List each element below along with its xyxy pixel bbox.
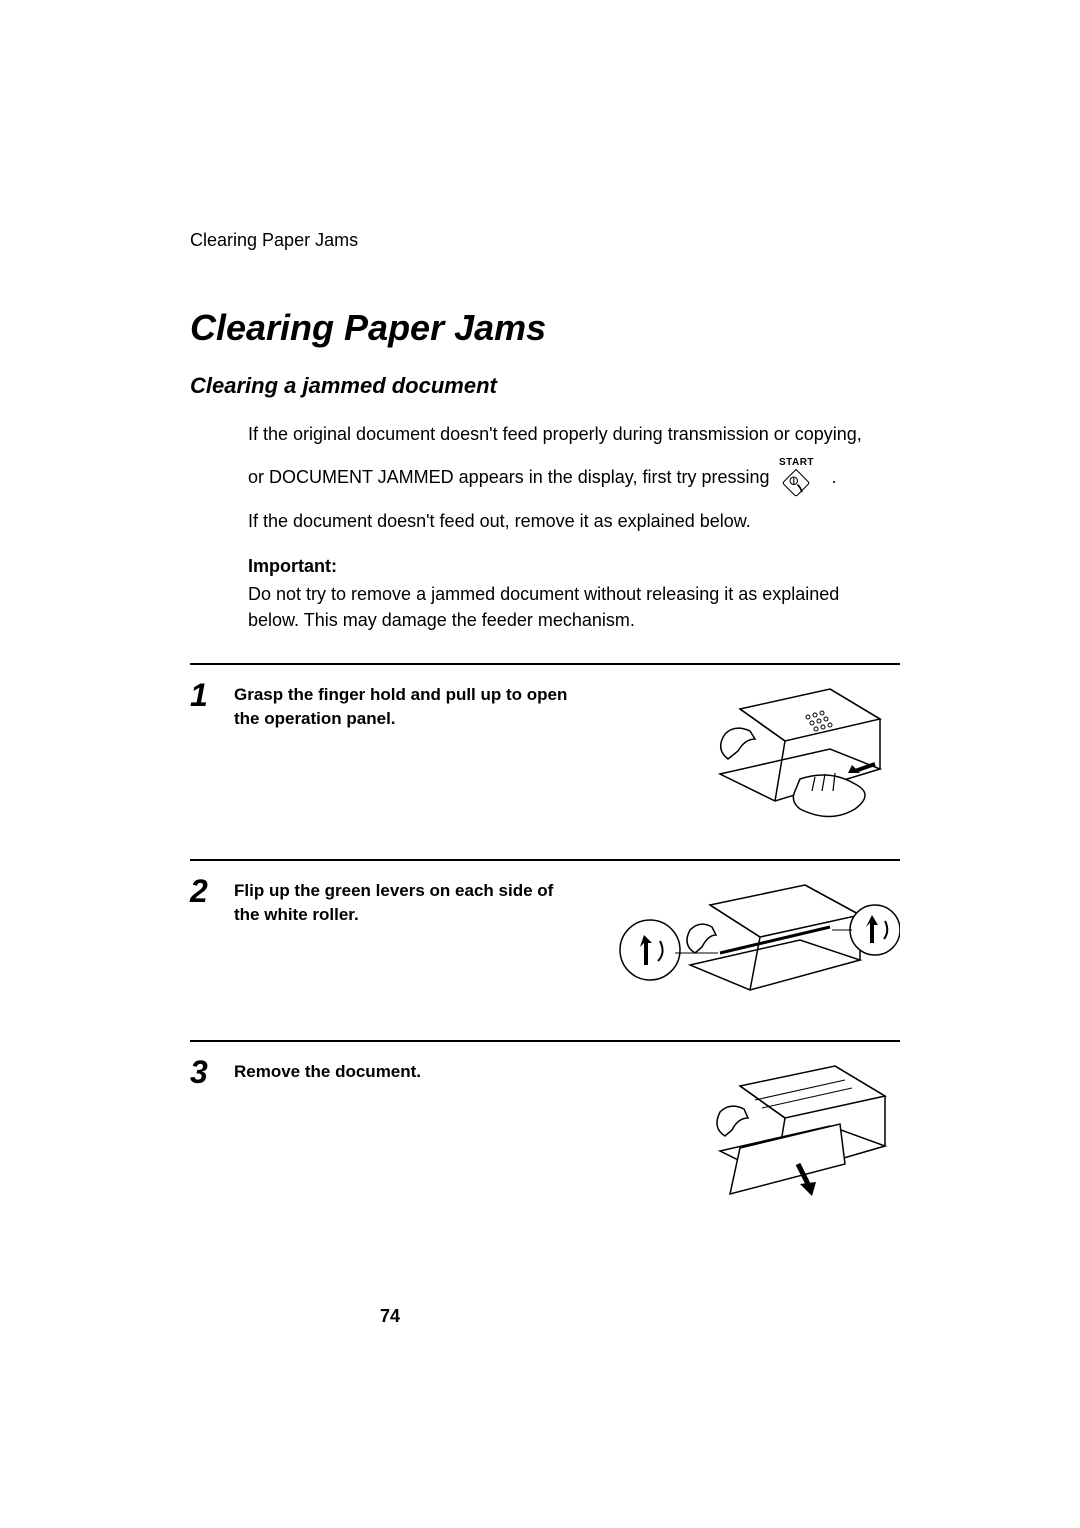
important-body: Do not try to remove a jammed document w… [248,581,888,633]
page-number: 74 [380,1306,400,1327]
step-row: 3 Remove the document. [190,1040,900,1236]
intro-block: If the original document doesn't feed pr… [248,421,888,633]
step-row: 2 Flip up the green levers on each side … [190,859,900,1040]
intro-paragraph-2: or DOCUMENT JAMMED appears in the displa… [248,457,888,498]
start-button-icon: START [775,457,817,498]
fax-open-panel-icon [680,679,900,829]
start-button-label: START [779,457,814,468]
step-row: 1 Grasp the finger hold and pull up to o… [190,663,900,859]
step-number: 1 [190,679,234,711]
running-header: Clearing Paper Jams [190,230,900,251]
step-figure [574,875,900,1010]
intro-paragraph-3: If the document doesn't feed out, remove… [248,508,888,534]
step-text: Flip up the green levers on each side of… [234,875,574,927]
intro-paragraph-2-prefix: or DOCUMENT JAMMED appears in the displa… [248,467,769,488]
step-figure [574,1056,900,1206]
step-number: 2 [190,875,234,907]
step-figure [574,679,900,829]
start-diamond-icon [781,468,811,498]
step-text: Remove the document. [234,1056,574,1084]
section-subtitle: Clearing a jammed document [190,373,900,399]
intro-paragraph-2-suffix: . [831,467,836,488]
step-text: Grasp the finger hold and pull up to ope… [234,679,574,731]
fax-levers-icon [600,875,900,1010]
important-label: Important: [248,556,888,577]
steps-list: 1 Grasp the finger hold and pull up to o… [190,663,900,1236]
fax-remove-document-icon [670,1056,900,1206]
step-number: 3 [190,1056,234,1088]
intro-paragraph-1: If the original document doesn't feed pr… [248,421,888,447]
page-title: Clearing Paper Jams [190,307,900,349]
